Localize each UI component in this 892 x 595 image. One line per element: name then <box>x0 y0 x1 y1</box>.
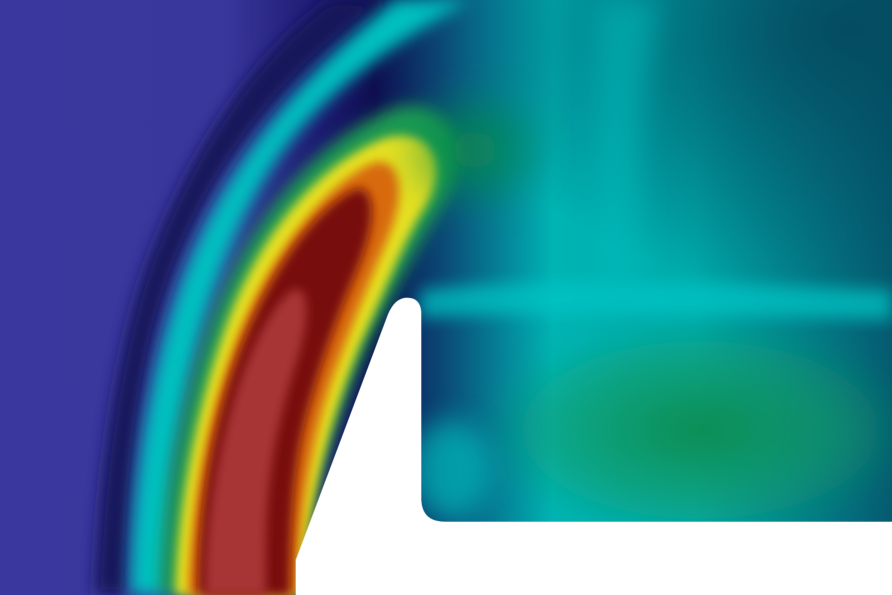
field-dark-front <box>95 0 390 595</box>
field-green-top-blob <box>395 80 555 220</box>
field-hotspot-core <box>205 288 307 595</box>
field-cyan-notch-patch <box>410 420 490 520</box>
field-green-lower-region <box>480 320 892 540</box>
field-cyan-ridge <box>420 282 892 320</box>
field-cyan-column <box>596 0 660 290</box>
domain-boundary-edge <box>295 297 892 595</box>
